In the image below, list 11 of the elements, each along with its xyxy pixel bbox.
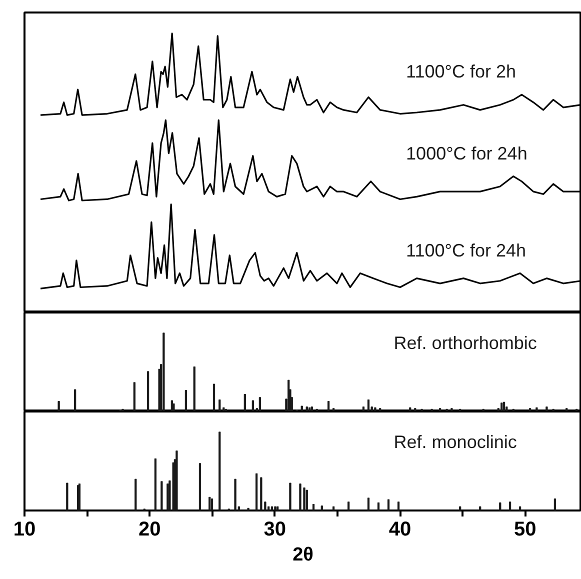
series-label: 1000°C for 24h [406, 143, 528, 164]
x-tick-label: 40 [388, 518, 412, 540]
x-tick-label: 10 [13, 518, 36, 540]
text: Ref. monoclinic [394, 432, 517, 452]
series-label: 1100°C for 24h [406, 240, 526, 260]
series-label: 1100°C for 2h [406, 62, 516, 82]
x-axis-title: 2θ [292, 544, 314, 566]
x-tick-label: 50 [514, 518, 536, 540]
x-tick-label: 30 [264, 518, 286, 540]
x-tick-label: 20 [138, 518, 161, 540]
text: Ref. orthorhombic [394, 333, 537, 354]
